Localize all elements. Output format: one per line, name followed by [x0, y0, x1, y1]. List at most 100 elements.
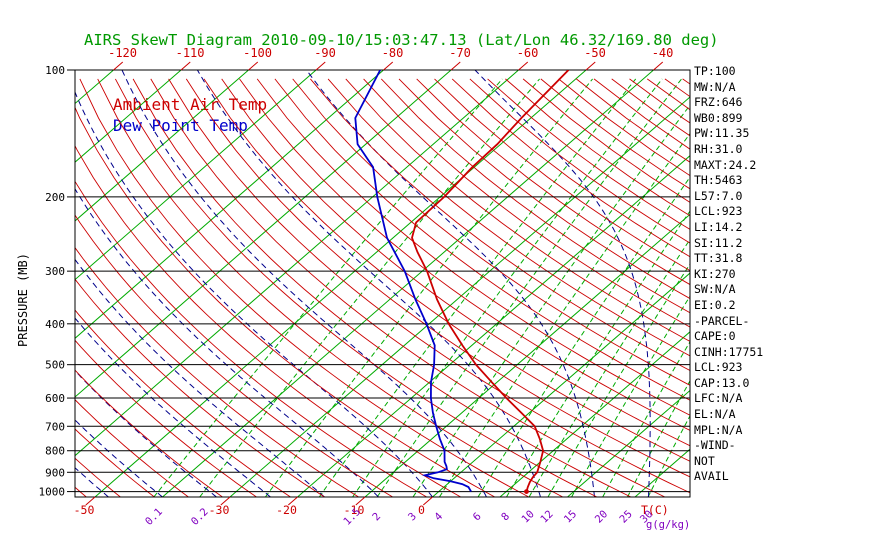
moist-adiabat-line [703, 70, 738, 497]
pressure-tick-label: 300 [45, 265, 65, 278]
mixing-ratio-label: 20 [593, 508, 610, 525]
isotherm-line [75, 70, 384, 339]
dry-adiabat-line [274, 78, 690, 401]
mixing-ratio-line [506, 210, 690, 497]
dry-adiabat-line [75, 369, 223, 497]
isotherm-line [94, 70, 587, 497]
isotherm-line [703, 70, 870, 497]
dry-adiabat-line [75, 457, 121, 497]
stat-line: PW:11.35 [694, 126, 750, 141]
top-axis-temp-label: -70 [449, 46, 471, 60]
moist-adiabat-line [75, 317, 271, 497]
dry-adiabat-line [629, 78, 690, 124]
stat-line: FRZ:646 [694, 95, 743, 110]
top-axis-temp-label: -110 [176, 46, 205, 60]
pressure-tick-label: 900 [45, 466, 65, 479]
top-axis-tick [450, 61, 461, 71]
dry-adiabat-line [239, 78, 690, 431]
stat-line: -PARCEL- [694, 313, 750, 328]
mixing-ratio-line [571, 295, 690, 497]
dry-adiabat-line [75, 144, 461, 497]
dry-adiabat-line [79, 78, 530, 497]
pressure-tick-label: 400 [45, 318, 65, 331]
pressure-tick-label: 1000 [39, 486, 66, 499]
top-axis-temp-label: -120 [108, 46, 137, 60]
stat-line: LI:14.2 [694, 219, 743, 234]
mixing-ratio-line [477, 176, 690, 497]
dry-adiabat-line [75, 428, 155, 497]
mixing-ratio-label: 4 [432, 510, 445, 523]
stat-line: LCL:923 [694, 204, 743, 219]
dry-adiabat-line [185, 78, 690, 478]
dew-point-curve [354, 70, 472, 493]
stat-line: L57:7.0 [694, 188, 743, 203]
stat-line: SW:N/A [694, 282, 736, 297]
dry-adiabat-line [434, 78, 690, 272]
isotherm-line [75, 70, 182, 163]
mixing-ratio-label: 15 [562, 508, 579, 525]
moist-adiabat-line [121, 70, 487, 497]
mixing-ratio-line [547, 263, 690, 497]
dry-adiabat-line [505, 78, 690, 217]
mixing-ratio-label: 2 [370, 510, 383, 523]
top-axis-tick [113, 61, 124, 71]
dry-adiabat-line [416, 78, 690, 286]
stat-line: NOT [694, 453, 715, 468]
mixing-ratio-line [647, 414, 690, 497]
stat-line: CAP:13.0 [694, 375, 750, 390]
dry-adiabat-line [682, 78, 690, 85]
moist-adiabat-line [75, 187, 379, 497]
dry-adiabat-line [310, 78, 690, 371]
mixing-ratio-label: 3 [406, 510, 419, 523]
top-axis-tick [180, 61, 191, 71]
dry-adiabat-line [540, 78, 690, 190]
stat-line: LFC:N/A [694, 391, 743, 406]
dry-adiabat-line [115, 78, 598, 497]
dry-adiabat-line [132, 78, 632, 497]
bottom-axis-temp-label: -20 [276, 503, 297, 517]
moist-adiabat-line [0, 70, 1, 497]
moist-adiabat-line [474, 70, 651, 497]
stat-line: TP:100 [694, 64, 736, 78]
stat-line: AVAIL [694, 469, 729, 484]
stat-line: TT:31.8 [694, 251, 743, 266]
pressure-lines [74, 69, 691, 498]
top-axis-tick [585, 61, 596, 71]
mixing-ratio-label: 0.2 [189, 506, 211, 528]
top-axis-tick [383, 61, 394, 71]
dry-adiabat-line [327, 78, 690, 357]
bottom-axis-tick [220, 496, 231, 506]
data-curves [354, 70, 570, 494]
pressure-tick-label: 700 [45, 420, 65, 433]
pressure-tick-label: 600 [45, 392, 65, 405]
stat-line: CAPE:0 [694, 329, 736, 344]
mixing-ratio-line [528, 238, 690, 497]
isotherm-line [75, 70, 317, 281]
moist-adiabat-line [196, 70, 541, 497]
top-axis-tick [248, 61, 259, 71]
stats-panel: TP:100 MW:N/A FRZ:646 WB0:899 PW:11.35 RH:31.… [694, 64, 763, 485]
dry-adiabat-line [75, 278, 325, 497]
dry-adiabat-line [345, 78, 690, 342]
moist-adiabat-line [75, 369, 217, 497]
temp-unit-label: T(C) [641, 503, 669, 517]
mixing-ratio-label: 6 [471, 510, 484, 523]
isotherm-line [634, 448, 690, 497]
dry-adiabat-line [75, 309, 291, 497]
stat-line: MAXT:24.2 [694, 157, 757, 172]
isotherm-line [75, 70, 249, 222]
dry-adiabat-line [664, 78, 690, 98]
mixing-ratio-line [438, 132, 690, 497]
ambient-temp-curve [411, 70, 570, 492]
bottom-axis-tick [287, 496, 298, 506]
dry-adiabat-line [75, 339, 257, 497]
isotherm-line [162, 70, 654, 497]
chart-title: AIRS SkewT Diagram 2010-09-10/15:03:47.1… [84, 31, 719, 49]
pressure-tick-label: 500 [45, 359, 65, 372]
dry-adiabat-line [292, 78, 690, 386]
dry-adiabat-line [256, 78, 690, 416]
dry-adiabat-line [646, 78, 690, 111]
dry-adiabat-line [469, 78, 690, 244]
